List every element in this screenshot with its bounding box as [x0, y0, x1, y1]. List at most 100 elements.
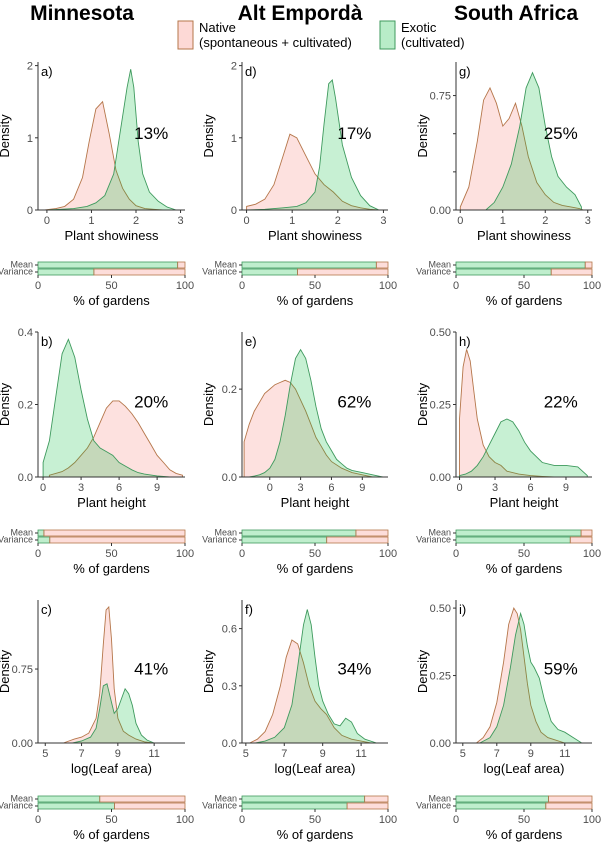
- x-axis-label-g: Plant showiness: [477, 228, 571, 243]
- panel-letter-a: a): [41, 64, 53, 79]
- x-tick-label-b: 0: [40, 482, 46, 494]
- bar-variance-native-e: [326, 536, 389, 544]
- overlap-percent-f: 34%: [337, 659, 371, 678]
- bar-axis-label-g: % of gardens: [486, 293, 563, 308]
- density-native-d: [246, 133, 379, 211]
- x-tick-label-h: 3: [492, 482, 498, 494]
- bar-tick-label-h: 100: [583, 548, 601, 560]
- bar-tick-label-c: 50: [105, 814, 117, 826]
- y-tick-label-h: 0.25: [430, 400, 451, 412]
- x-tick-label-i: 11: [559, 748, 570, 760]
- x-tick-label-b: 6: [116, 482, 122, 494]
- bar-tick-label-f: 0: [239, 814, 245, 826]
- bar-tick-label-f: 50: [309, 814, 321, 826]
- bar-mean-native-h: [580, 529, 593, 537]
- bar-variance-native-f: [346, 802, 389, 810]
- bar-tick-label-b: 50: [105, 548, 117, 560]
- legend-label-native-1: (spontaneous + cultivated): [199, 35, 352, 50]
- x-axis-label-c: log(Leaf area): [71, 761, 152, 776]
- panel-e: 0 3 6 9 0.0 0.2 Plant height Density e) 62% MeanVa…: [201, 332, 397, 576]
- bar-tick-label-i: 0: [453, 814, 459, 826]
- x-tick-label-f: 7: [281, 748, 287, 760]
- y-tick-label-a: 1: [27, 133, 33, 145]
- density-native-e: [243, 379, 373, 478]
- density-exotic-h: [459, 418, 588, 478]
- y-tick-label-e: 0.2: [222, 384, 237, 396]
- x-tick-label-a: 3: [177, 215, 183, 227]
- column-title-1: Alt Empordà: [238, 2, 363, 25]
- bar-variance-native-c: [114, 802, 186, 810]
- bar-tick-label-e: 100: [379, 548, 397, 560]
- x-tick-label-h: 9: [563, 482, 569, 494]
- bar-variance-native-g: [550, 268, 593, 276]
- bar-variance-native-h: [569, 536, 593, 544]
- y-axis-label-h: Density: [415, 382, 430, 426]
- bar-row-label-variance-a: Variance: [0, 267, 33, 277]
- bar-mean-native-b: [43, 529, 186, 537]
- bar-variance-exotic-d: [241, 268, 298, 276]
- bar-tick-label-g: 100: [583, 280, 601, 292]
- x-axis-label-e: Plant height: [281, 495, 350, 510]
- panel-letter-g: g): [459, 64, 471, 79]
- bar-axis-label-f: % of gardens: [277, 827, 354, 842]
- panel-letter-c: c): [41, 602, 52, 617]
- x-tick-label-c: 7: [78, 748, 84, 760]
- density-native-h: [459, 349, 555, 478]
- x-tick-label-a: 2: [133, 215, 139, 227]
- x-tick-label-c: 9: [115, 748, 121, 760]
- bar-row-label-mean-c: Mean: [10, 794, 33, 804]
- bar-mean-exotic-c: [37, 795, 101, 803]
- y-tick-label-h: 0.00: [430, 472, 451, 484]
- y-axis-label-i: Density: [415, 649, 430, 693]
- density-native-b: [48, 400, 183, 478]
- y-tick-label-g: 0.75: [430, 91, 451, 103]
- density-exotic-i: [479, 611, 584, 744]
- legend-label-native-0: Native: [199, 20, 236, 35]
- bar-mean-native-g: [584, 261, 593, 269]
- x-tick-label-g: 1: [500, 215, 506, 227]
- x-tick-label-d: 2: [335, 215, 341, 227]
- x-tick-label-a: 1: [88, 215, 94, 227]
- bar-variance-native-i: [545, 802, 593, 810]
- y-tick-label-i: 0.25: [430, 671, 451, 683]
- bar-tick-label-a: 50: [105, 280, 117, 292]
- y-axis-label-e: Density: [201, 382, 216, 426]
- x-tick-label-a: 0: [44, 215, 50, 227]
- bar-axis-label-h: % of gardens: [486, 561, 563, 576]
- x-axis-label-f: log(Leaf area): [275, 761, 356, 776]
- bar-tick-label-i: 100: [583, 814, 601, 826]
- bar-row-label-variance-c: Variance: [0, 801, 33, 811]
- bar-tick-label-b: 0: [35, 548, 41, 560]
- panel-letter-i: i): [459, 602, 466, 617]
- x-tick-label-c: 11: [148, 748, 159, 760]
- x-tick-label-d: 0: [244, 215, 250, 227]
- bar-axis-label-c: % of gardens: [73, 827, 150, 842]
- bar-tick-label-e: 50: [309, 548, 321, 560]
- bar-variance-native-b: [49, 536, 186, 544]
- x-tick-label-i: 5: [460, 748, 466, 760]
- bar-tick-label-d: 100: [379, 280, 397, 292]
- panel-letter-b: b): [41, 334, 53, 349]
- density-exotic-e: [249, 348, 383, 478]
- bar-variance-native-d: [297, 268, 389, 276]
- x-tick-label-f: 5: [243, 748, 249, 760]
- density-exotic-a: [46, 69, 177, 211]
- overlap-percent-d: 17%: [337, 124, 371, 143]
- panel-f: 5 7 9 11 0.0 0.3 0.6 log(Leaf area) Density f) 34%…: [201, 600, 397, 842]
- x-tick-label-h: 6: [527, 482, 533, 494]
- overlap-percent-a: 13%: [134, 124, 168, 143]
- bar-tick-label-a: 100: [176, 280, 194, 292]
- y-tick-label-b: 0.0: [18, 472, 33, 484]
- y-tick-label-f: 0.0: [222, 738, 237, 750]
- bar-tick-label-a: 0: [35, 280, 41, 292]
- x-tick-label-i: 7: [494, 748, 500, 760]
- y-tick-label-c: 0.00: [12, 738, 33, 750]
- panel-c: 5 7 9 11 0.00 0.75 log(Leaf area) Density c) 41% M…: [0, 600, 194, 842]
- x-tick-label-g: 0: [457, 215, 463, 227]
- bar-mean-exotic-h: [455, 529, 582, 537]
- bar-mean-exotic-b: [37, 529, 45, 537]
- density-native-i: [475, 607, 565, 744]
- panel-i: 5 7 9 11 0.00 0.25 0.50 log(Leaf area) Density i)…: [415, 600, 601, 842]
- x-axis-label-h: Plant height: [490, 495, 559, 510]
- bar-row-label-variance-g: Variance: [416, 267, 451, 277]
